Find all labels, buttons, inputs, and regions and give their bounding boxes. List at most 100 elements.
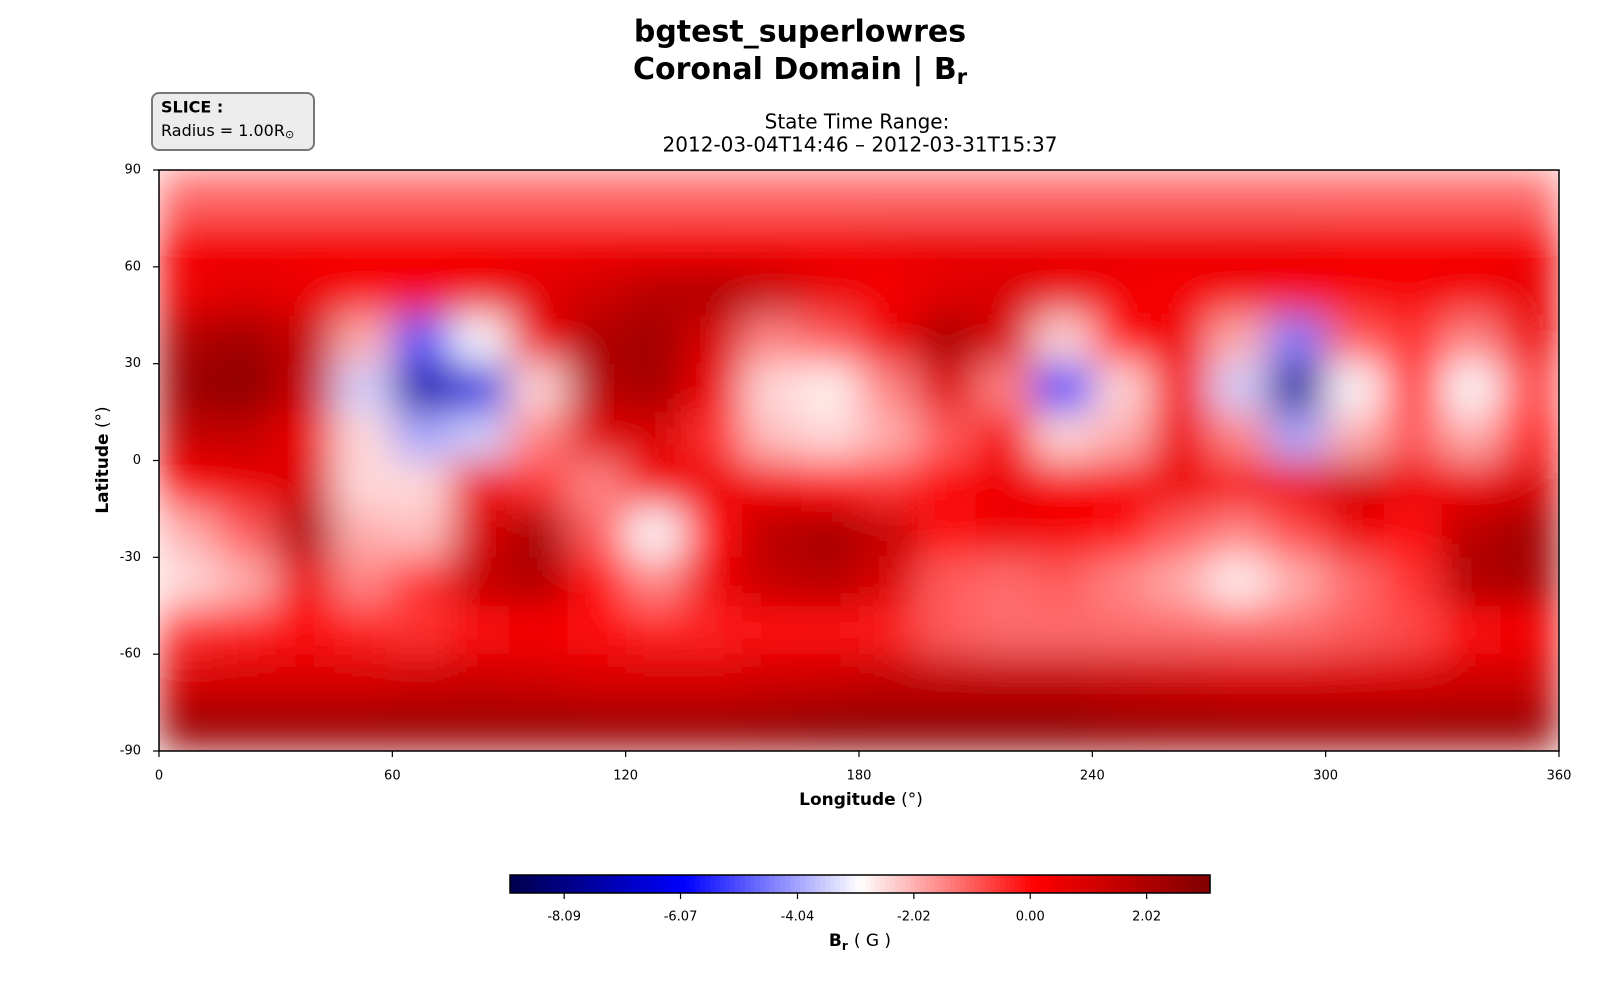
heatmap	[159, 170, 1559, 751]
colorbar-swatch	[530, 875, 536, 893]
heat-cell	[159, 412, 218, 461]
heat-cell	[684, 363, 743, 413]
colorbar-swatch	[845, 875, 851, 893]
colorbar-swatch	[850, 875, 856, 893]
heat-cell	[1384, 654, 1443, 704]
heat-cell	[1325, 557, 1385, 607]
heat-cell	[567, 557, 627, 607]
heat-cell	[975, 170, 1035, 219]
heat-cell	[625, 266, 685, 316]
heat-cell	[450, 508, 510, 558]
heat-cell	[975, 315, 1035, 365]
heat-cell	[1150, 363, 1210, 413]
colorbar-swatch	[840, 875, 846, 893]
colorbar-swatch	[940, 875, 946, 893]
title-text: Coronal Domain | B	[633, 52, 957, 87]
colorbar-swatch	[785, 875, 791, 893]
heat-cell	[217, 557, 277, 607]
colorbar-swatch	[730, 875, 736, 893]
heat-cell	[1500, 315, 1559, 365]
colorbar-swatch	[1120, 875, 1126, 893]
heat-cell	[1034, 170, 1093, 219]
colorbar-swatch	[1160, 875, 1166, 893]
colorbar-swatch	[780, 875, 786, 893]
colorbar-swatch	[565, 875, 571, 893]
colorbar-swatch	[1005, 875, 1011, 893]
heat-cell	[1150, 170, 1210, 219]
colorbar-swatch	[1070, 875, 1076, 893]
heat-cell	[1267, 460, 1327, 510]
heat-cell	[1209, 170, 1268, 219]
heat-cell	[1442, 654, 1502, 704]
heat-cell	[1034, 412, 1093, 461]
colorbar-swatch	[1040, 875, 1046, 893]
heat-cell	[159, 508, 218, 558]
colorbar-swatch	[960, 875, 966, 893]
heat-cell	[1325, 315, 1385, 365]
heat-cell	[1500, 605, 1559, 655]
heat-cell	[975, 702, 1035, 751]
heat-cell	[1500, 508, 1559, 558]
colorbar-swatch	[1105, 875, 1111, 893]
colorbar-swatch	[980, 875, 986, 893]
heat-cell	[567, 363, 627, 413]
colorbar-swatch	[570, 875, 576, 893]
colorbar-swatch	[645, 875, 651, 893]
colorbar-swatch	[855, 875, 861, 893]
colorbar-swatch	[585, 875, 591, 893]
heat-cell	[1209, 218, 1268, 268]
heat-cell	[392, 654, 452, 704]
y-tick-label: -60	[120, 647, 141, 662]
colorbar-swatch	[1145, 875, 1151, 893]
heat-cell	[450, 412, 510, 461]
heat-cell	[800, 702, 860, 751]
colorbar-swatch	[875, 875, 881, 893]
colorbar-swatch	[865, 875, 871, 893]
heat-cell	[275, 605, 335, 655]
heat-cell	[334, 218, 393, 268]
colorbar-swatch	[760, 875, 766, 893]
colorbar-swatch	[1130, 875, 1136, 893]
heat-cell	[1092, 654, 1152, 704]
heat-cell	[159, 605, 218, 655]
x-axis-label: Longitude (°)	[799, 790, 923, 810]
heat-cell	[859, 508, 918, 558]
heat-cell	[567, 605, 627, 655]
x-tick-label: 0	[155, 769, 163, 784]
heat-cell	[1442, 605, 1502, 655]
heat-cell	[917, 170, 977, 219]
heat-cell	[800, 266, 860, 316]
heat-cell	[1442, 557, 1502, 607]
heat-cell	[392, 460, 452, 510]
heat-cell	[159, 170, 218, 219]
heat-cell	[1325, 605, 1385, 655]
colorbar-swatch	[1135, 875, 1141, 893]
y-tick-label: 60	[124, 259, 141, 274]
heat-cell	[1325, 266, 1385, 316]
heat-cell	[450, 654, 510, 704]
heat-cell	[1325, 218, 1385, 268]
heat-cell	[1384, 218, 1443, 268]
heat-cell	[742, 557, 802, 607]
heat-cell	[917, 557, 977, 607]
x-tick-label: 360	[1547, 769, 1572, 784]
heat-cell	[1325, 702, 1385, 751]
heat-cell	[159, 557, 218, 607]
heat-cell	[217, 315, 277, 365]
colorbar-label: Br ( G )	[829, 931, 891, 953]
title-line-2: Coronal Domain | Br	[633, 52, 968, 90]
colorbar-swatch	[1140, 875, 1146, 893]
heat-cell	[975, 363, 1035, 413]
heat-cell	[1325, 460, 1385, 510]
heat-cell	[1092, 412, 1152, 461]
heat-cell	[800, 315, 860, 365]
heat-cell	[567, 315, 627, 365]
colorbar-swatch	[700, 875, 706, 893]
colorbar-swatch	[935, 875, 941, 893]
heat-cell	[450, 702, 510, 751]
heat-cell	[975, 460, 1035, 510]
heat-cell	[275, 363, 335, 413]
heat-cell	[1500, 702, 1559, 751]
colorbar-swatch	[910, 875, 916, 893]
